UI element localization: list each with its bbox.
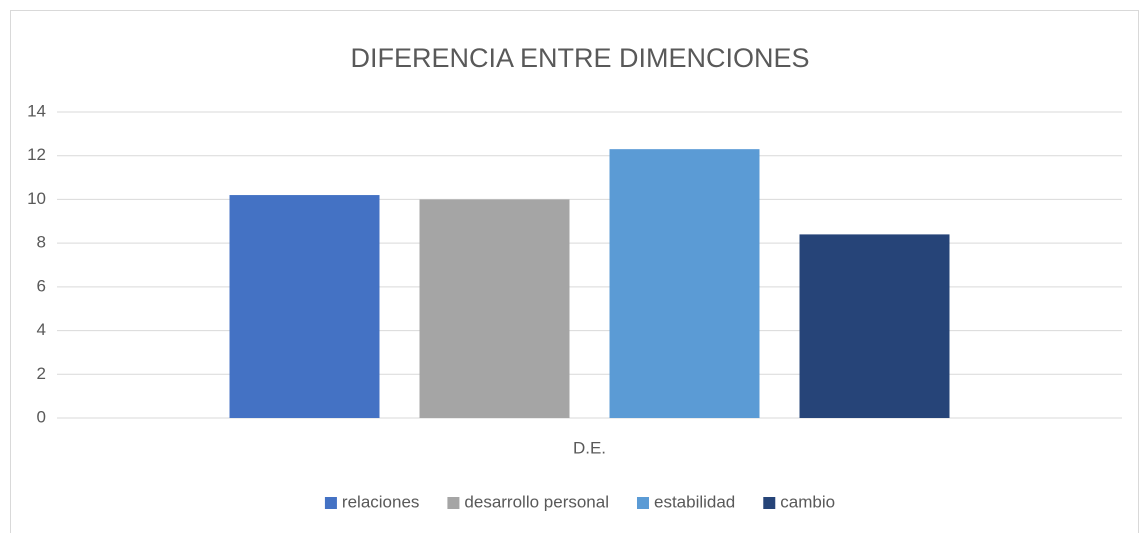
y-tick-label: 6 bbox=[37, 276, 46, 295]
legend-label: cambio bbox=[780, 492, 835, 511]
x-tick-label: D.E. bbox=[573, 438, 606, 457]
y-tick-label: 2 bbox=[37, 364, 46, 383]
y-tick-label: 4 bbox=[37, 320, 46, 339]
legend-swatch bbox=[324, 497, 337, 509]
y-tick-label: 8 bbox=[37, 233, 46, 252]
y-tick-label: 14 bbox=[27, 101, 46, 120]
chart-title: DIFERENCIA ENTRE DIMENCIONES bbox=[350, 43, 809, 73]
y-tick-label: 12 bbox=[27, 145, 46, 164]
legend-label: estabilidad bbox=[654, 492, 735, 511]
bar bbox=[229, 195, 380, 418]
legend-label: desarrollo personal bbox=[464, 492, 609, 511]
legend-swatch bbox=[447, 497, 460, 509]
legend-swatch bbox=[763, 497, 776, 509]
y-tick-label: 0 bbox=[37, 407, 46, 426]
bar bbox=[609, 149, 760, 418]
bar bbox=[799, 234, 950, 418]
bar bbox=[419, 199, 570, 418]
legend-label: relaciones bbox=[342, 492, 420, 511]
legend-swatch bbox=[636, 497, 649, 509]
chart-frame bbox=[10, 10, 1139, 533]
y-tick-label: 10 bbox=[27, 189, 46, 208]
